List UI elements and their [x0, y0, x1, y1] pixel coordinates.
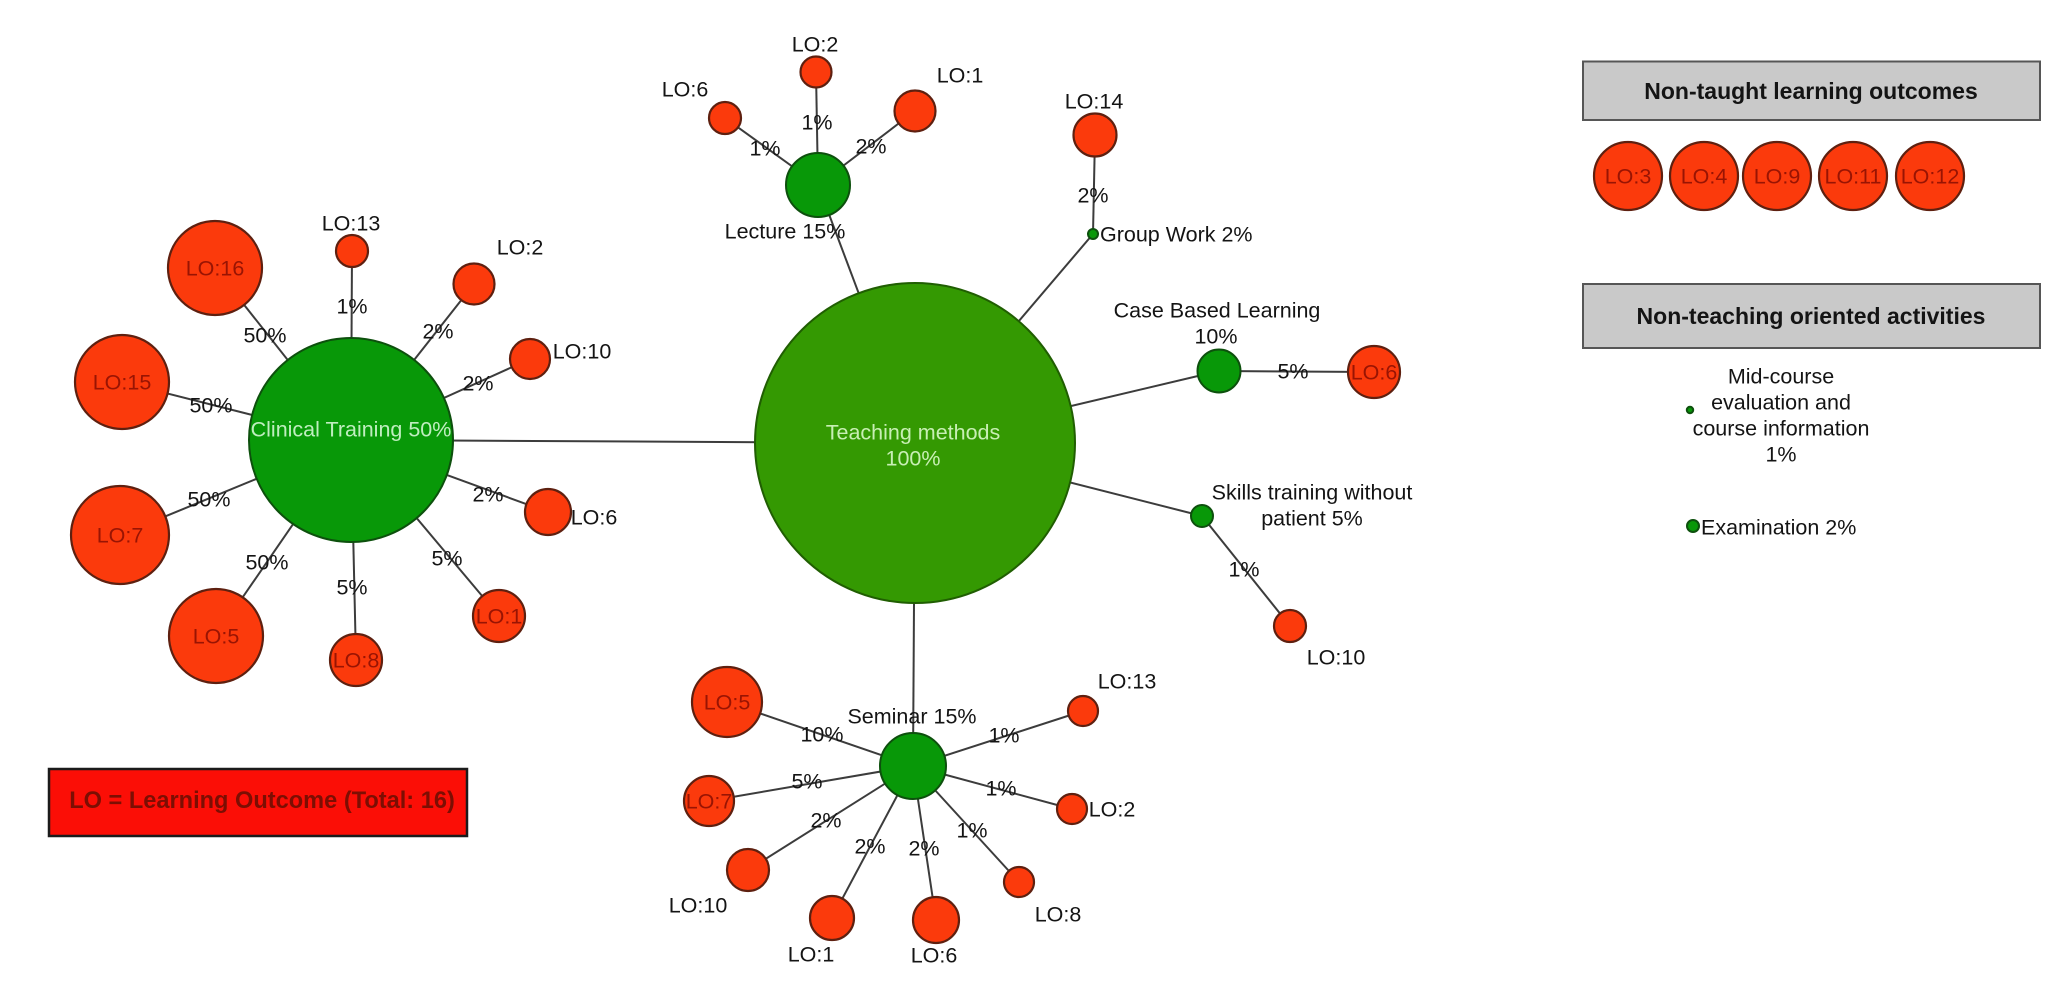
svg-text:LO:10: LO:10: [669, 894, 728, 918]
svg-text:LO:8: LO:8: [333, 649, 380, 673]
svg-text:10%: 10%: [1194, 325, 1237, 349]
svg-text:1%: 1%: [985, 777, 1016, 801]
svg-text:50%: 50%: [243, 324, 286, 348]
svg-text:10%: 10%: [800, 723, 843, 747]
svg-text:LO:8: LO:8: [1035, 903, 1082, 927]
svg-text:LO:7: LO:7: [97, 524, 144, 548]
svg-text:Non-taught learning outcomes: Non-taught learning outcomes: [1644, 78, 1978, 104]
svg-text:2%: 2%: [462, 372, 493, 396]
svg-text:LO:7: LO:7: [686, 790, 733, 814]
svg-text:course information: course information: [1693, 417, 1870, 441]
svg-text:LO:5: LO:5: [704, 691, 751, 715]
svg-text:1%: 1%: [749, 137, 780, 161]
svg-text:50%: 50%: [187, 488, 230, 512]
svg-text:5%: 5%: [791, 770, 822, 794]
svg-text:1%: 1%: [988, 724, 1019, 748]
svg-text:LO:12: LO:12: [1901, 165, 1960, 189]
svg-text:LO:11: LO:11: [1825, 165, 1882, 189]
svg-text:5%: 5%: [1277, 360, 1308, 384]
svg-text:Case Based Learning: Case Based Learning: [1114, 299, 1321, 323]
svg-text:100%: 100%: [886, 447, 941, 471]
svg-text:LO:16: LO:16: [186, 257, 245, 281]
svg-text:LO:6: LO:6: [662, 78, 709, 102]
svg-text:Non-teaching oriented activiti: Non-teaching oriented activities: [1637, 303, 1986, 329]
svg-text:LO:6: LO:6: [571, 506, 618, 530]
svg-text:Group Work 2%: Group Work 2%: [1100, 223, 1253, 247]
svg-text:Teaching methods: Teaching methods: [826, 421, 1001, 445]
svg-text:2%: 2%: [854, 835, 885, 859]
svg-text:LO:1: LO:1: [476, 605, 523, 629]
svg-text:LO = Learning Outcome (Total:: LO = Learning Outcome (Total: 16): [69, 788, 455, 814]
svg-text:LO:1: LO:1: [937, 64, 984, 88]
svg-text:LO:10: LO:10: [1307, 646, 1366, 670]
svg-text:5%: 5%: [336, 576, 367, 600]
svg-text:LO:2: LO:2: [792, 33, 839, 57]
svg-text:LO:13: LO:13: [1098, 670, 1157, 694]
svg-text:Clinical Training 50%: Clinical Training 50%: [251, 418, 452, 442]
svg-text:1%: 1%: [801, 111, 832, 135]
svg-text:LO:6: LO:6: [911, 944, 958, 968]
svg-text:LO:5: LO:5: [193, 625, 240, 649]
svg-text:LO:10: LO:10: [553, 340, 612, 364]
svg-text:LO:15: LO:15: [93, 371, 152, 395]
svg-text:1%: 1%: [336, 295, 367, 319]
svg-text:Mid-course: Mid-course: [1728, 365, 1834, 389]
svg-text:Examination 2%: Examination 2%: [1701, 516, 1856, 540]
svg-text:Lecture 15%: Lecture 15%: [725, 220, 846, 244]
svg-text:50%: 50%: [189, 394, 232, 418]
svg-text:1%: 1%: [1765, 443, 1796, 467]
svg-text:evaluation and: evaluation and: [1711, 391, 1851, 415]
svg-text:LO:2: LO:2: [497, 236, 544, 260]
svg-text:5%: 5%: [431, 547, 462, 571]
svg-text:50%: 50%: [245, 551, 288, 575]
svg-text:2%: 2%: [855, 135, 886, 159]
svg-text:2%: 2%: [908, 837, 939, 861]
svg-text:2%: 2%: [810, 809, 841, 833]
svg-text:LO:13: LO:13: [322, 212, 381, 236]
svg-text:2%: 2%: [422, 320, 453, 344]
svg-text:LO:4: LO:4: [1681, 165, 1728, 189]
svg-text:2%: 2%: [1077, 184, 1108, 208]
svg-text:patient 5%: patient 5%: [1261, 507, 1363, 531]
svg-text:Seminar 15%: Seminar 15%: [847, 705, 976, 729]
svg-text:LO:14: LO:14: [1065, 90, 1124, 114]
svg-text:LO:9: LO:9: [1754, 165, 1801, 189]
svg-text:LO:3: LO:3: [1605, 165, 1652, 189]
svg-text:2%: 2%: [472, 483, 503, 507]
svg-text:LO:6: LO:6: [1351, 361, 1398, 385]
svg-text:Skills training without: Skills training without: [1212, 481, 1413, 505]
svg-text:LO:1: LO:1: [788, 943, 835, 967]
svg-text:1%: 1%: [956, 819, 987, 843]
svg-text:LO:2: LO:2: [1089, 798, 1136, 822]
svg-text:1%: 1%: [1228, 558, 1259, 582]
